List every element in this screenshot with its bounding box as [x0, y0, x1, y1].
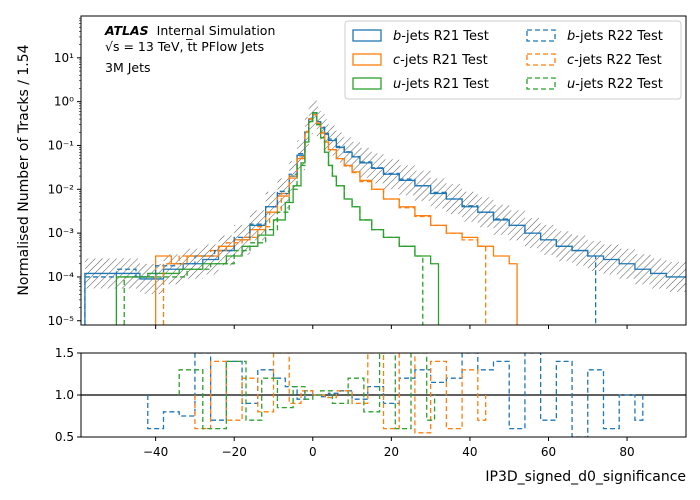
legend-label: b-jets R22 Test	[567, 29, 663, 44]
svg-text:ATLAS Internal Simulat: ATLAS Internal Simulation	[104, 23, 275, 38]
main-y-axis-label: Normalised Number of Tracks / 1.54	[16, 44, 32, 295]
x-tick-label: 20	[384, 445, 399, 459]
x-tick-label: −20	[222, 445, 247, 459]
y-tick-label: 10⁰	[54, 95, 74, 109]
y-tick-label: 10¹	[54, 51, 74, 65]
ratio-series-group	[147, 353, 644, 437]
legend-swatch-u	[526, 77, 556, 90]
main-x-ticks	[155, 325, 628, 329]
legend-frame	[344, 20, 682, 100]
ratio-x-ticks: −40 −20 0 20 40 60 80	[143, 437, 635, 459]
legend-swatch-b	[526, 29, 556, 42]
ratio-series-b	[147, 353, 644, 437]
y-tick-label: 10⁻²	[48, 182, 75, 196]
atlas-label: ATLAS	[104, 23, 149, 38]
legend-swatch-c	[526, 53, 556, 66]
legend-swatch-u	[352, 77, 382, 90]
atlas-status: Internal Simulation	[157, 23, 276, 38]
ratio-series-u	[178, 353, 436, 430]
legend-label: b-jets R21 Test	[393, 29, 489, 44]
ratio-y-ticks: 0.5 1.0 1.5	[55, 346, 81, 444]
x-tick-label: 60	[541, 445, 556, 459]
x-tick-label: 0	[309, 445, 317, 459]
uncertainty-hatch	[84, 98, 686, 294]
ratio-panel: 0.5 1.0 1.5 −40 −20 0 20 40 60 80 IP3D_signed_d0…	[55, 346, 687, 485]
energy-label: √s = 13 TeV, t̅t PFlow Jets	[105, 39, 264, 54]
legend-swatch-c	[352, 53, 382, 66]
x-tick-label: 80	[619, 445, 634, 459]
ratio-y-tick-label: 1.0	[55, 388, 74, 402]
legend-label: u-jets R22 Test	[567, 77, 663, 92]
series-c-r22	[162, 114, 487, 325]
main-panel: 10⁻⁵ 10⁻⁴ 10⁻³ 10⁻² 10⁻¹ 10⁰ 10¹ Normalised Nu…	[16, 15, 687, 329]
y-tick-label: 10⁻³	[48, 226, 75, 240]
main-series-group	[84, 112, 686, 325]
legend-label: u-jets R21 Test	[393, 77, 489, 92]
main-axes-frame	[80, 15, 687, 326]
legend-label: c-jets R21 Test	[393, 53, 488, 68]
ratio-y-tick-label: 0.5	[55, 430, 74, 444]
y-tick-label: 10⁻⁵	[48, 314, 75, 328]
legend-swatch-b	[352, 29, 382, 42]
legend-label: c-jets R22 Test	[567, 53, 662, 68]
main-y-ticks: 10⁻⁵ 10⁻⁴ 10⁻³ 10⁻² 10⁻¹ 10⁰ 10¹	[48, 17, 81, 328]
series-u-r22	[123, 112, 424, 325]
series-b-r21	[84, 112, 686, 325]
x-axis-label: IP3D_signed_d0_significance	[485, 469, 686, 485]
x-tick-label: 40	[462, 445, 477, 459]
y-tick-label: 10⁻¹	[48, 138, 75, 152]
y-tick-label: 10⁻⁴	[48, 270, 75, 284]
legend: b-jets R21 Test c-jets R21 Test u-jets R21…	[344, 20, 682, 100]
uncertainty-band	[84, 98, 686, 294]
x-tick-label: −40	[143, 445, 168, 459]
atlas-annotation: ATLAS Internal Simulation √s = 13 TeV, t…	[104, 23, 275, 75]
series-b-r22	[84, 112, 597, 325]
jets-label: 3M Jets	[105, 60, 151, 75]
ratio-y-tick-label: 1.5	[55, 346, 74, 360]
ratio-series-c	[194, 353, 487, 434]
